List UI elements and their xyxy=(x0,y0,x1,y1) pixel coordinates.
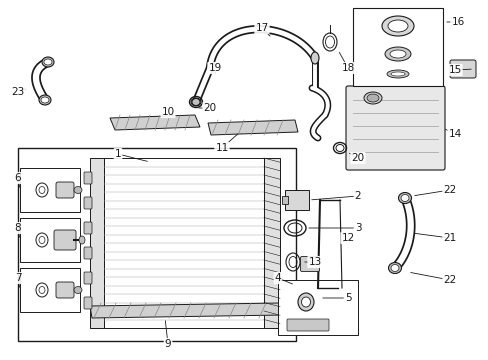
Bar xyxy=(90,158,104,328)
Text: 22: 22 xyxy=(443,275,456,285)
FancyBboxPatch shape xyxy=(84,272,92,284)
FancyBboxPatch shape xyxy=(56,182,74,198)
Ellipse shape xyxy=(301,297,310,307)
Ellipse shape xyxy=(297,293,313,311)
Bar xyxy=(104,158,264,328)
FancyBboxPatch shape xyxy=(84,172,92,184)
Bar xyxy=(352,8,442,86)
Bar xyxy=(278,280,357,335)
Ellipse shape xyxy=(390,265,398,271)
Ellipse shape xyxy=(384,47,410,61)
Bar xyxy=(18,148,295,341)
Text: 13: 13 xyxy=(308,257,321,267)
Text: 20: 20 xyxy=(203,103,216,113)
Text: 18: 18 xyxy=(341,63,354,73)
FancyBboxPatch shape xyxy=(346,86,444,170)
FancyBboxPatch shape xyxy=(449,60,475,78)
Polygon shape xyxy=(207,120,297,135)
Ellipse shape xyxy=(42,57,54,67)
Ellipse shape xyxy=(74,287,82,293)
Text: 11: 11 xyxy=(215,143,228,153)
Text: 16: 16 xyxy=(450,17,464,27)
Ellipse shape xyxy=(386,70,408,78)
Ellipse shape xyxy=(389,50,405,58)
FancyBboxPatch shape xyxy=(286,319,328,331)
Text: 9: 9 xyxy=(164,339,171,349)
Ellipse shape xyxy=(79,236,85,244)
Text: 17: 17 xyxy=(255,23,268,33)
FancyBboxPatch shape xyxy=(84,297,92,309)
Text: 5: 5 xyxy=(344,293,350,303)
Text: 4: 4 xyxy=(274,273,281,283)
Ellipse shape xyxy=(400,194,408,202)
Ellipse shape xyxy=(191,98,201,106)
Ellipse shape xyxy=(387,262,401,274)
FancyBboxPatch shape xyxy=(56,282,74,298)
Text: 10: 10 xyxy=(161,107,174,117)
Text: 12: 12 xyxy=(341,233,354,243)
Ellipse shape xyxy=(363,92,381,104)
Polygon shape xyxy=(90,303,283,318)
Polygon shape xyxy=(110,115,200,130)
Bar xyxy=(20,168,80,212)
Text: 14: 14 xyxy=(447,129,461,139)
Ellipse shape xyxy=(41,97,49,103)
Ellipse shape xyxy=(74,186,82,194)
Text: 6: 6 xyxy=(15,173,21,183)
Text: 20: 20 xyxy=(351,153,364,163)
Ellipse shape xyxy=(390,72,404,76)
Text: 23: 23 xyxy=(11,87,24,97)
FancyBboxPatch shape xyxy=(54,230,76,250)
Ellipse shape xyxy=(366,94,378,102)
Ellipse shape xyxy=(381,16,413,36)
Text: 8: 8 xyxy=(15,223,21,233)
Bar xyxy=(282,196,287,204)
Ellipse shape xyxy=(44,59,52,65)
Ellipse shape xyxy=(387,20,407,32)
Ellipse shape xyxy=(310,52,318,64)
Text: 3: 3 xyxy=(354,223,361,233)
FancyBboxPatch shape xyxy=(84,222,92,234)
Bar xyxy=(285,190,308,210)
Text: 19: 19 xyxy=(208,63,221,73)
Text: 7: 7 xyxy=(15,273,21,283)
Text: 21: 21 xyxy=(443,233,456,243)
Bar xyxy=(20,268,80,312)
Text: 2: 2 xyxy=(354,191,361,201)
Bar xyxy=(20,218,80,262)
Text: 22: 22 xyxy=(443,185,456,195)
Ellipse shape xyxy=(39,95,51,105)
Ellipse shape xyxy=(398,193,411,203)
Bar xyxy=(264,158,280,328)
Text: 1: 1 xyxy=(115,149,121,159)
FancyBboxPatch shape xyxy=(300,256,319,271)
FancyBboxPatch shape xyxy=(84,197,92,209)
FancyBboxPatch shape xyxy=(84,247,92,259)
Text: 15: 15 xyxy=(447,65,461,75)
